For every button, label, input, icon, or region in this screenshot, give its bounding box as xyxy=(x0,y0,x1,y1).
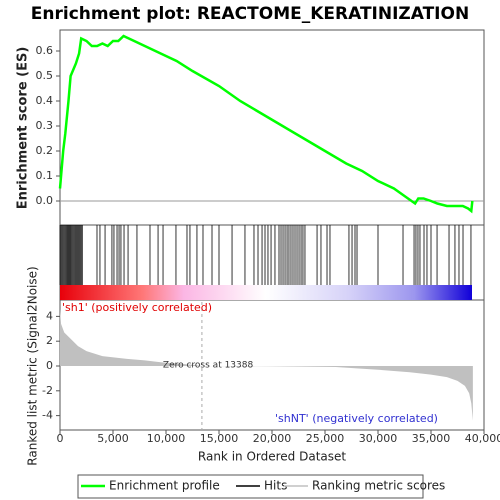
y-tick-label: 0.6 xyxy=(36,44,54,57)
annotation: 'sh1' (positively correlated) xyxy=(62,301,212,314)
x-tick-label: 10,000 xyxy=(147,432,186,445)
chart-title: Enrichment plot: REACTOME_KERATINIZATION xyxy=(31,4,469,24)
y-tick-label: 2 xyxy=(46,334,53,347)
y-tick-label: 0.5 xyxy=(36,69,54,82)
y-tick-label: 0.0 xyxy=(36,194,54,207)
x-tick-label: 15,000 xyxy=(200,432,239,445)
x-tick-label: 25,000 xyxy=(306,432,345,445)
y-tick-label: 0.3 xyxy=(36,119,54,132)
x-tick-label: 0 xyxy=(57,432,64,445)
metric-area xyxy=(60,308,473,421)
y-tick-label: 4 xyxy=(46,309,53,322)
x-tick-label: 20,000 xyxy=(253,432,292,445)
y-tick-label: -2 xyxy=(42,384,53,397)
legend-label: Ranking metric scores xyxy=(312,479,445,493)
annotation: Zero cross at 13388 xyxy=(163,361,254,371)
y-tick-label: 0.4 xyxy=(36,94,54,107)
y-axis-label: Enrichment score (ES) xyxy=(16,47,31,210)
x-tick-label: 5,000 xyxy=(97,432,129,445)
x-tick-label: 40,000 xyxy=(465,432,500,445)
x-tick-label: 30,000 xyxy=(359,432,398,445)
legend-label: Enrichment profile xyxy=(109,479,220,493)
y-tick-label: 0.1 xyxy=(36,169,54,182)
y-tick-label: 0.2 xyxy=(36,144,54,157)
y-axis-label: Ranked list metric (Signal2Noise) xyxy=(26,266,40,465)
legend-label: Hits xyxy=(264,479,287,493)
enrichment-line xyxy=(58,34,474,214)
y-tick-label: -4 xyxy=(42,409,53,422)
annotation: 'shNT' (negatively correlated) xyxy=(275,412,438,425)
y-tick-label: 0 xyxy=(46,359,53,372)
x-tick-label: 35,000 xyxy=(412,432,451,445)
rank-color-bar xyxy=(60,285,472,300)
x-axis-label: Rank in Ordered Dataset xyxy=(198,450,346,464)
